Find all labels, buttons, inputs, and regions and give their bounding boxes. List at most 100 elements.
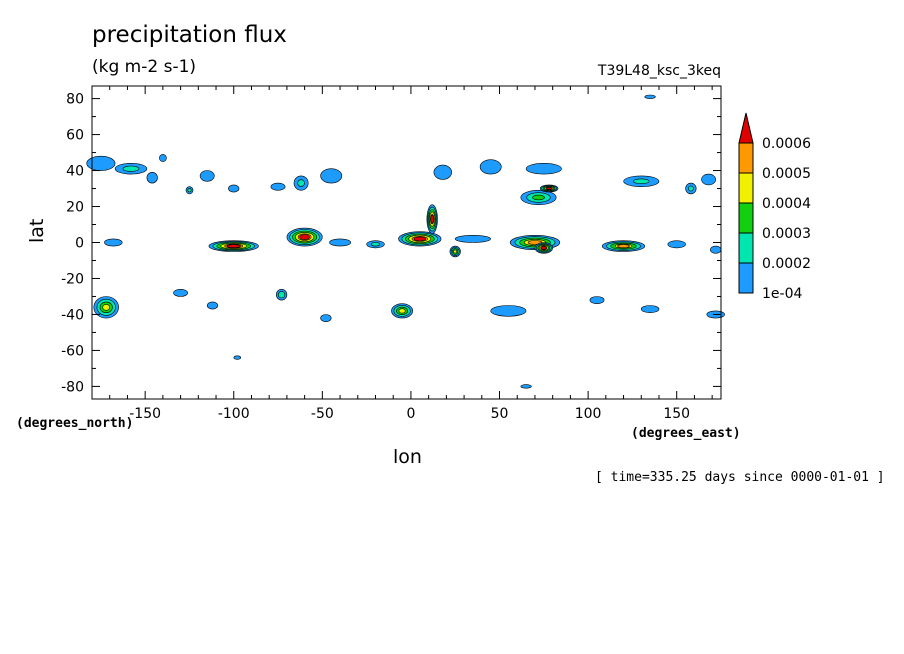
contour-level-0 [454, 234, 491, 243]
precip-cell [539, 184, 559, 193]
y-tick-label: 80 [66, 92, 84, 108]
contour-level-0 [206, 301, 219, 310]
contour-level-5 [430, 214, 435, 224]
precip-cell [114, 163, 148, 175]
precip-cell [449, 245, 461, 258]
precip-cell [426, 204, 438, 234]
y-tick-label: 0 [75, 236, 84, 252]
x-tick-label: -100 [218, 406, 250, 422]
precip-cell [233, 355, 242, 360]
contour-level-3 [453, 249, 458, 254]
precip-cell [185, 186, 194, 195]
precip-cell [208, 240, 259, 252]
contour-level-0 [104, 238, 123, 247]
precip-cell [623, 175, 660, 188]
contour-level-0 [320, 314, 332, 322]
contour-level-0 [667, 240, 686, 249]
contour-level-0 [159, 154, 167, 162]
precip-cell [667, 240, 686, 249]
colorbar-swatch [738, 172, 754, 204]
precip-cell [479, 159, 502, 175]
contour-level-4 [617, 244, 630, 248]
contour-level-1 [297, 179, 305, 187]
colorbar-label: 1e-04 [762, 286, 802, 302]
x-tick-label: 50 [491, 406, 509, 422]
y-tick-label: -60 [61, 343, 84, 359]
precip-cell [146, 172, 158, 184]
contour-field [86, 94, 725, 389]
precip-cell [710, 245, 722, 254]
y-tick-label: 40 [66, 164, 84, 180]
run-name: T39L48_ksc_3keq [597, 63, 721, 79]
contour-level-5 [299, 234, 310, 240]
precip-cell [320, 168, 343, 184]
contour-level-3 [398, 308, 406, 314]
contour-level-5 [540, 246, 547, 250]
precip-cell [366, 240, 385, 249]
contour-level-1 [370, 242, 381, 247]
contour-level-0 [525, 163, 562, 175]
precip-cell [329, 238, 352, 247]
precip-cell [276, 289, 288, 301]
chart-title: precipitation flux [92, 22, 287, 48]
contour-level-0 [490, 305, 527, 317]
x-axis-label: lon [393, 446, 422, 468]
precip-cell [640, 305, 660, 313]
precip-cell [391, 303, 414, 319]
precip-cell [228, 184, 240, 193]
colorbar-extend-arrow [738, 112, 754, 144]
precip-cell [104, 238, 123, 247]
contour-level-0 [146, 172, 158, 184]
contour-level-0 [710, 245, 722, 254]
contour-level-0 [520, 384, 532, 389]
y-tick-label: -80 [61, 379, 84, 395]
contour-level-0 [173, 288, 188, 297]
contour-level-1 [122, 165, 140, 172]
contour-level-0 [320, 168, 343, 184]
contour-level-5 [226, 244, 241, 248]
x-tick-label: 150 [663, 406, 690, 422]
precip-cell [93, 296, 119, 319]
colorbar-swatch [738, 202, 754, 234]
contour-level-2 [532, 194, 545, 201]
y-tick-label: 60 [66, 128, 84, 144]
contour-level-0 [640, 305, 660, 313]
precip-cell [454, 234, 491, 243]
contour-level-0 [228, 184, 240, 193]
precip-cell [433, 164, 452, 180]
chart-units: (kg m-2 s-1) [92, 57, 197, 77]
colorbar: 1e-04 0.0002 0.0003 0.0004 0.0005 0.0006 [738, 112, 811, 302]
precip-cell [206, 301, 219, 310]
precip-cell [589, 296, 605, 304]
precip-cell [685, 182, 697, 195]
precip-cell [490, 305, 527, 317]
colorbar-swatch [738, 262, 754, 294]
x-tick-label: 0 [406, 406, 415, 422]
precip-cell [601, 240, 646, 252]
y-tick-label: 20 [66, 200, 84, 216]
contour-level-5 [546, 187, 552, 190]
colorbar-label: 0.0006 [762, 136, 811, 152]
contour-level-1 [278, 291, 286, 299]
contour-level-3 [102, 303, 110, 311]
x-tick-label: 100 [575, 406, 602, 422]
precip-cell [293, 175, 309, 191]
x-tick-label: -150 [129, 406, 161, 422]
colorbar-label: 0.0002 [762, 256, 811, 272]
precip-cell [525, 163, 562, 175]
precip-cell [520, 190, 557, 206]
precip-cell [270, 182, 286, 191]
contour-level-5 [413, 236, 427, 242]
colorbar-swatch [738, 232, 754, 264]
contour-level-0 [199, 170, 215, 182]
precip-cell [701, 173, 716, 186]
contour-level-1 [688, 185, 694, 192]
contour-level-0 [270, 182, 286, 191]
precip-cell [320, 314, 332, 322]
contour-level-0 [701, 173, 716, 186]
colorbar-label: 0.0005 [762, 166, 811, 182]
contour-level-0 [433, 164, 452, 180]
axes: -150 -100 -50 0 50 100 150 -80 -60 -40 -20 0 20 40 60 8… [61, 86, 721, 422]
precip-cell [173, 288, 188, 297]
